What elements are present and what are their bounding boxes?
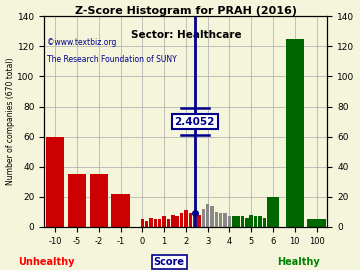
Bar bbox=[149, 218, 153, 227]
Bar bbox=[175, 216, 179, 227]
Text: The Research Foundation of SUNY: The Research Foundation of SUNY bbox=[47, 55, 177, 64]
Y-axis label: Number of companies (670 total): Number of companies (670 total) bbox=[5, 58, 14, 185]
Bar bbox=[219, 213, 222, 227]
Bar bbox=[267, 219, 270, 227]
Bar bbox=[241, 216, 244, 227]
Bar bbox=[167, 219, 170, 227]
Bar bbox=[158, 219, 162, 227]
Text: 2.4052: 2.4052 bbox=[175, 117, 215, 127]
Bar bbox=[189, 213, 192, 227]
Bar bbox=[254, 216, 257, 227]
Bar bbox=[307, 219, 326, 227]
Bar bbox=[232, 216, 235, 227]
Bar bbox=[141, 219, 144, 227]
Bar bbox=[180, 213, 183, 227]
Bar bbox=[193, 213, 196, 227]
Bar bbox=[197, 215, 201, 227]
Bar bbox=[262, 218, 266, 227]
Text: Score: Score bbox=[154, 257, 185, 267]
Bar bbox=[258, 216, 262, 227]
Bar bbox=[249, 215, 253, 227]
Text: Healthy: Healthy bbox=[278, 257, 320, 267]
Bar bbox=[90, 174, 108, 227]
Bar bbox=[154, 219, 157, 227]
Text: Sector: Healthcare: Sector: Healthcare bbox=[131, 30, 241, 40]
Bar bbox=[206, 204, 210, 227]
Bar bbox=[68, 174, 86, 227]
Bar bbox=[237, 216, 240, 227]
Bar bbox=[223, 213, 227, 227]
Text: Unhealthy: Unhealthy bbox=[19, 257, 75, 267]
Bar bbox=[184, 210, 188, 227]
Text: ©www.textbiz.org: ©www.textbiz.org bbox=[47, 38, 117, 48]
Bar bbox=[145, 221, 148, 227]
Bar bbox=[111, 194, 130, 227]
Bar bbox=[210, 206, 214, 227]
Bar bbox=[267, 197, 279, 227]
Bar bbox=[215, 212, 218, 227]
Bar bbox=[162, 216, 166, 227]
Bar bbox=[46, 137, 64, 227]
Bar bbox=[245, 218, 249, 227]
Bar bbox=[202, 209, 205, 227]
Title: Z-Score Histogram for PRAH (2016): Z-Score Histogram for PRAH (2016) bbox=[75, 6, 297, 16]
Bar bbox=[285, 39, 304, 227]
Bar bbox=[228, 216, 231, 227]
Bar bbox=[171, 215, 175, 227]
